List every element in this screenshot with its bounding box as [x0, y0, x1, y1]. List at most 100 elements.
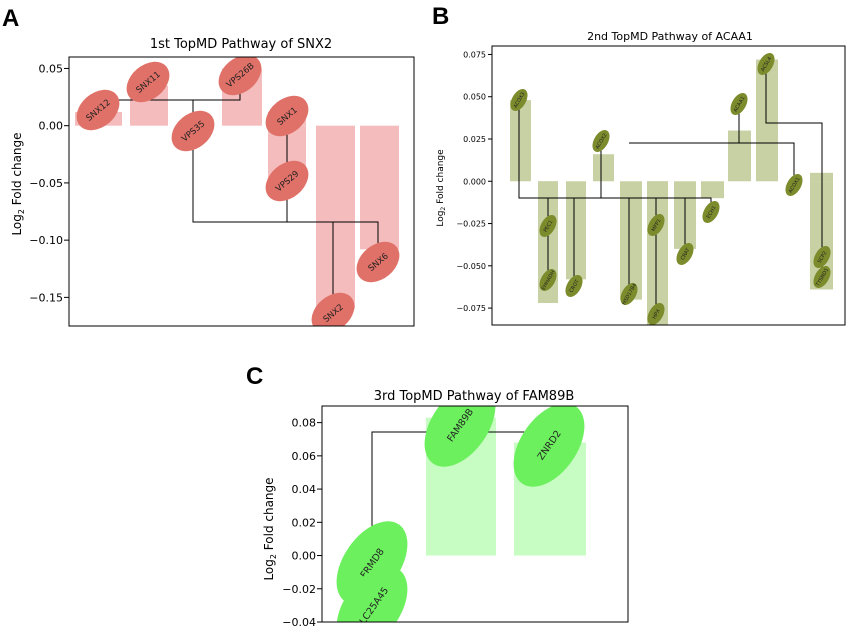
chart-a-node-snx2: SNX2 — [311, 292, 355, 326]
chart-b-node-acox1: ACOX1 — [785, 174, 803, 196]
chart-c-yticks: 0.08 0.06 0.04 0.02 0.00 −0.02 −0.04 — [282, 417, 322, 629]
chart-a-node-shape — [265, 95, 309, 137]
chart-a-bars — [75, 68, 399, 309]
chart-c-frame — [321, 405, 629, 623]
chart-b-node-ech1: ECH1 — [702, 201, 720, 223]
chart-panel-c: 3rd TopMD Pathway of FAM89B Log2 Fold ch… — [262, 389, 629, 629]
chart-a-ylabel: Log2 Fold change — [10, 132, 26, 235]
chart-b-node-acox2: ACOX2 — [592, 130, 610, 152]
chart-b-ytick-label: −0.050 — [456, 262, 486, 271]
chart-a-node-shape — [218, 57, 262, 96]
chart-a-node-snx12: SNX12 — [76, 89, 120, 131]
chart-b-node-label: PEC1 — [543, 219, 555, 233]
chart-c-node-znrd2: ZNRD2 — [513, 406, 585, 487]
chart-b-node-crot: CROT — [565, 275, 583, 297]
chart-c-title: 3rd TopMD Pathway of FAM89B — [374, 389, 575, 404]
chart-b-ylabel: Log2 Fold change — [436, 149, 447, 227]
chart-b-node-mfp1: MFP1 — [647, 214, 665, 236]
chart-b-node-pec1: PEC1 — [539, 215, 557, 237]
chart-c-ytick-label: −0.04 — [282, 616, 316, 629]
chart-b-ytick-label: 0.000 — [463, 177, 486, 186]
chart-a-node-shape — [126, 61, 170, 103]
chart-c-ytick-label: 0.06 — [292, 450, 317, 463]
chart-panel-b: 2nd TopMD Pathway of ACAA1 Log2 Fold cha… — [436, 30, 846, 326]
chart-b-node-label: SCP2 — [817, 250, 829, 264]
chart-a-yticks: 0.05 0.00 −0.05 −0.10 −0.15 — [29, 62, 69, 304]
chart-a-tree-edge — [192, 100, 379, 262]
chart-b-node-shape — [539, 215, 557, 237]
chart-b-ytick-label: 0.075 — [463, 50, 486, 59]
chart-c-node-shape — [424, 406, 496, 467]
chart-panel-a: 1st TopMD Pathway of SNX2 Log2 Fold chan… — [10, 37, 415, 327]
chart-b-bar-acsl4 — [756, 59, 778, 182]
chart-b-bar-acox2 — [593, 154, 614, 182]
chart-a-ytick-label: 0.05 — [39, 62, 64, 75]
chart-b-node-shape — [757, 53, 775, 75]
chart-b-node-scp2: SCP2 — [813, 246, 831, 268]
chart-b-node-label: MFP1 — [651, 218, 663, 233]
chart-b-node-shape — [730, 93, 748, 115]
chart-b-frame — [491, 45, 846, 326]
chart-b-bar-crot — [566, 181, 586, 280]
chart-a-node-vps29: VPS29 — [265, 160, 309, 202]
chart-a-node-shape — [265, 160, 309, 202]
panel-letter-a: A — [2, 5, 19, 32]
chart-b-node-shape — [620, 283, 638, 305]
chart-a-ytick-label: −0.15 — [29, 291, 63, 304]
chart-c-ytick-label: 0.08 — [292, 417, 317, 430]
chart-c-node-shape — [336, 566, 408, 622]
chart-a-node-shape — [311, 292, 355, 326]
chart-c-node-fam89b: FAM89B — [424, 406, 496, 467]
chart-a-node-snx1: SNX1 — [265, 95, 309, 137]
chart-a-node-snx11: SNX11 — [126, 61, 170, 103]
chart-b-node-shape — [592, 130, 610, 152]
chart-b-yticks: 0.075 0.050 0.025 0.000 −0.025 −0.050 −0.075 — [456, 50, 492, 313]
chart-b-node-shape — [785, 174, 803, 196]
chart-b-bar-acox3 — [510, 100, 531, 182]
chart-b-node-label: HPX — [652, 308, 663, 320]
chart-b-node-shape — [813, 266, 831, 288]
chart-a-bar-snx6 — [360, 125, 399, 250]
chart-b-node-crat: CRAT — [676, 243, 694, 265]
chart-c-ytick-label: 0.02 — [292, 516, 317, 529]
chart-b-ytick-label: 0.025 — [463, 135, 486, 144]
chart-b-bar-ech1 — [701, 181, 724, 199]
chart-a-frame — [68, 56, 415, 327]
chart-a-ytick-label: −0.10 — [29, 234, 63, 247]
chart-b-ytick-label: −0.025 — [456, 220, 486, 229]
chart-b-node-hpx: HPX — [647, 303, 665, 325]
chart-a-node-shape — [76, 89, 120, 131]
chart-a-node-vps26b: VPS26B — [218, 57, 262, 96]
panel-letter-b: B — [432, 3, 449, 30]
chart-a-bar-snx2 — [316, 125, 355, 309]
chart-b-node-shape — [565, 275, 583, 297]
chart-b-node-acox3: ACOX3 — [510, 89, 528, 111]
chart-b-ytick-label: −0.075 — [456, 304, 486, 313]
chart-b-node-shape — [813, 246, 831, 268]
chart-b-node-label: ECH1 — [706, 205, 718, 220]
chart-b-tree-edge — [629, 142, 795, 185]
chart-b-title: 2nd TopMD Pathway of ACAA1 — [587, 30, 753, 43]
chart-c-ylabel: Log2 Fold change — [262, 477, 278, 580]
chart-b-node-shape — [539, 269, 557, 291]
chart-c-ytick-label: 0.00 — [292, 550, 317, 563]
chart-b-node-shape — [647, 303, 665, 325]
chart-b-node-shape — [676, 243, 694, 265]
chart-b-node-shape — [647, 214, 665, 236]
chart-c-node-shape — [513, 406, 585, 487]
chart-b-bars — [510, 59, 833, 325]
chart-b-ytick-label: 0.050 — [463, 93, 486, 102]
chart-c-ytick-label: −0.02 — [282, 583, 316, 596]
chart-a-node-shape — [171, 110, 215, 152]
chart-b-bar-hsd17b4 — [620, 181, 642, 300]
chart-b-node-ehhadh: EHHADH — [539, 269, 557, 291]
chart-a-ytick-label: 0.00 — [39, 120, 64, 133]
chart-a-node-vps35: VPS35 — [171, 110, 215, 152]
chart-c-ytick-label: 0.04 — [292, 483, 317, 496]
chart-b-node-acaa1: ACAA1 — [730, 93, 748, 115]
chart-b-node-acsl4: ACSL4 — [757, 53, 775, 75]
chart-a-ytick-label: −0.05 — [29, 177, 63, 190]
